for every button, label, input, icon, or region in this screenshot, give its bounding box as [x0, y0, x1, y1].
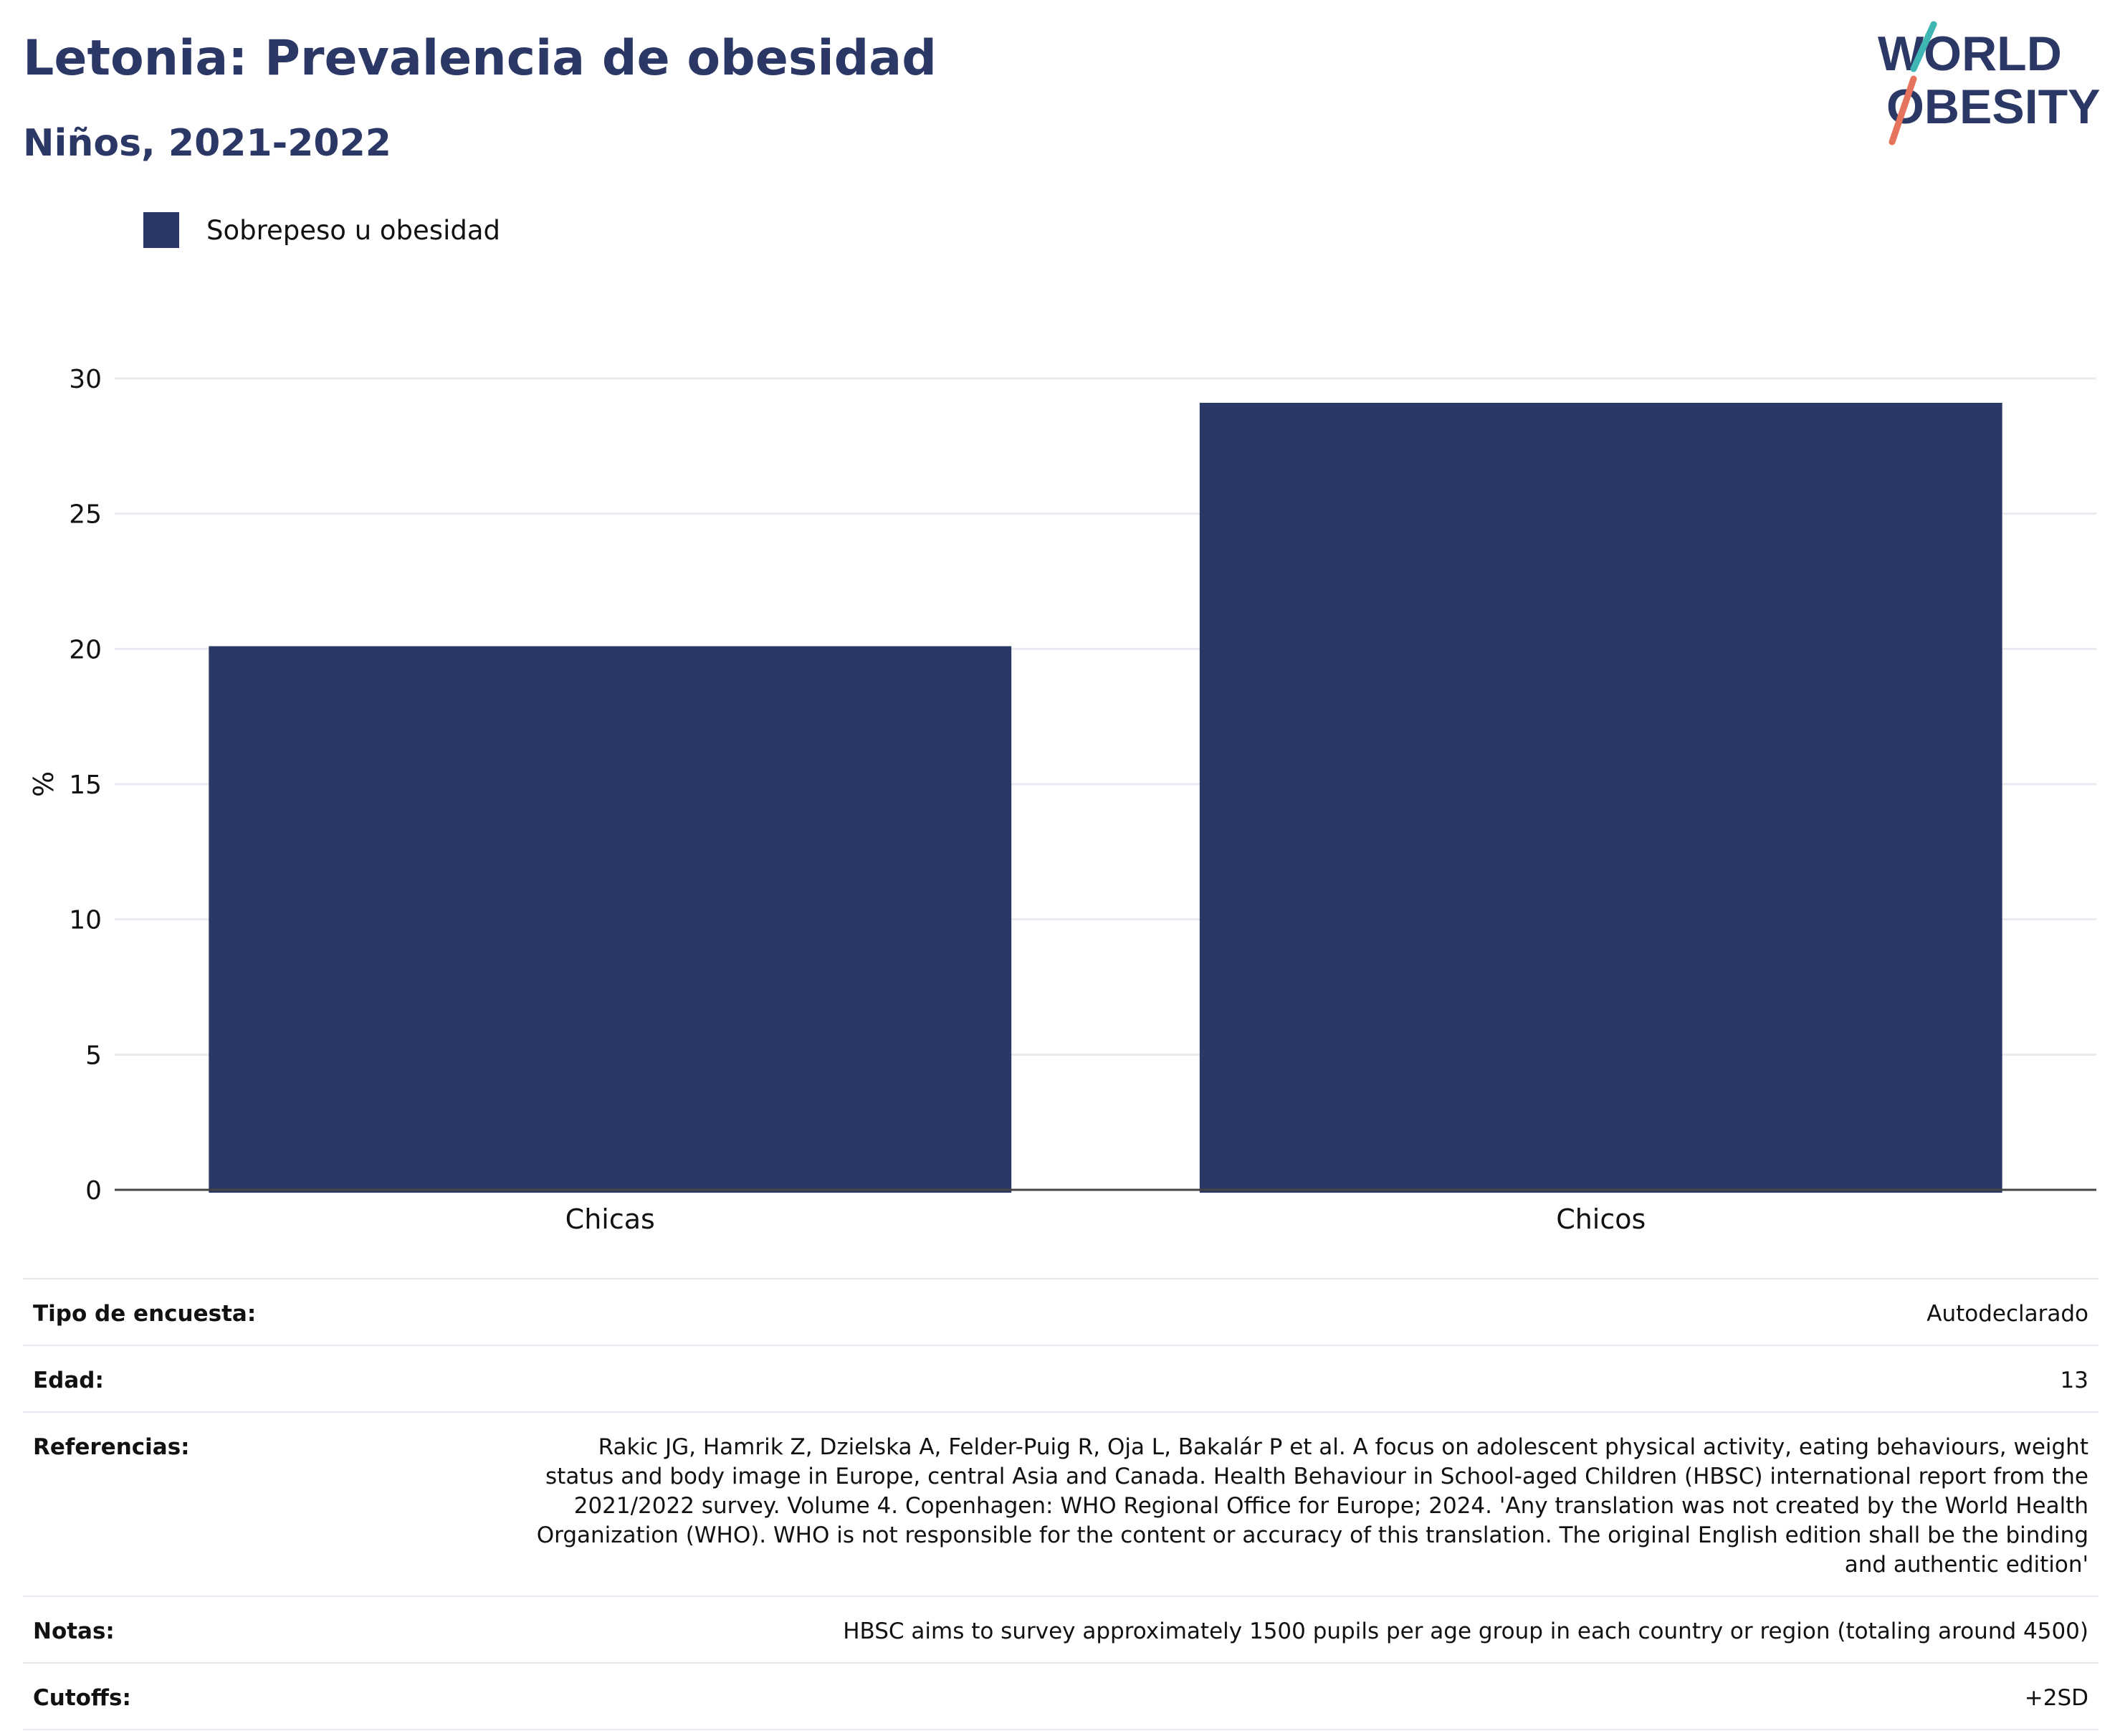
- legend-label-sobrepeso: Sobrepeso u obesidad: [206, 214, 500, 246]
- y-tick-label: 10: [69, 906, 102, 935]
- page-title: Letonia: Prevalencia de obesidad: [23, 30, 937, 87]
- bar-chart: 0 5 10 15 20 25 30 Chicas Chicos%: [28, 365, 2096, 1235]
- meta-row-cutoffs: Cutoffs: +2SD: [23, 1662, 2098, 1730]
- world-obesity-logo: WORLD OBESITY: [1878, 21, 2101, 146]
- y-tick-label: 0: [85, 1176, 102, 1206]
- svg-text:WORLD: WORLD: [1878, 27, 2062, 81]
- y-tick-label: 30: [69, 365, 102, 394]
- meta-value: +2SD: [2024, 1685, 2088, 1711]
- x-tick-label: Chicas: [565, 1203, 655, 1235]
- meta-value: 13: [2060, 1368, 2088, 1393]
- y-axis-label: %: [28, 771, 59, 797]
- meta-row-tipo-encuesta: Tipo de encuesta: Autodeclarado: [23, 1278, 2098, 1345]
- meta-label: Edad:: [33, 1368, 104, 1393]
- meta-value: Rakic JG, Hamrik Z, Dzielska A, Felder-P…: [536, 1434, 2088, 1578]
- meta-row-notas: Notas: HBSC aims to survey approximately…: [23, 1596, 2098, 1662]
- y-tick-label: 25: [69, 500, 102, 530]
- bar-chicos: [1199, 402, 2002, 1193]
- metadata-table: Tipo de encuesta: Autodeclarado Edad: 13…: [23, 1278, 2098, 1730]
- svg-text:OBESITY: OBESITY: [1886, 80, 2101, 134]
- meta-row-referencias: Referencias: Rakic JG, Hamrik Z, Dzielsk…: [23, 1411, 2098, 1596]
- meta-label: Notas:: [33, 1618, 115, 1644]
- x-tick-label: Chicos: [1556, 1203, 1646, 1235]
- meta-row-edad: Edad: 13: [23, 1345, 2098, 1411]
- bar-chicas: [209, 646, 1012, 1193]
- meta-label: Cutoffs:: [33, 1685, 131, 1711]
- meta-label: Tipo de encuesta:: [33, 1301, 257, 1327]
- legend-swatch-sobrepeso: [143, 212, 179, 248]
- meta-value: Autodeclarado: [1926, 1301, 2088, 1327]
- meta-label: Referencias:: [33, 1434, 190, 1460]
- y-tick-label: 15: [69, 771, 102, 800]
- y-tick-label: 20: [69, 635, 102, 664]
- meta-value: HBSC aims to survey approximately 1500 p…: [843, 1618, 2088, 1644]
- y-tick-label: 5: [85, 1041, 102, 1070]
- chart-legend: Sobrepeso u obesidad: [143, 212, 500, 248]
- page-subtitle: Niños, 2021-2022: [23, 122, 391, 165]
